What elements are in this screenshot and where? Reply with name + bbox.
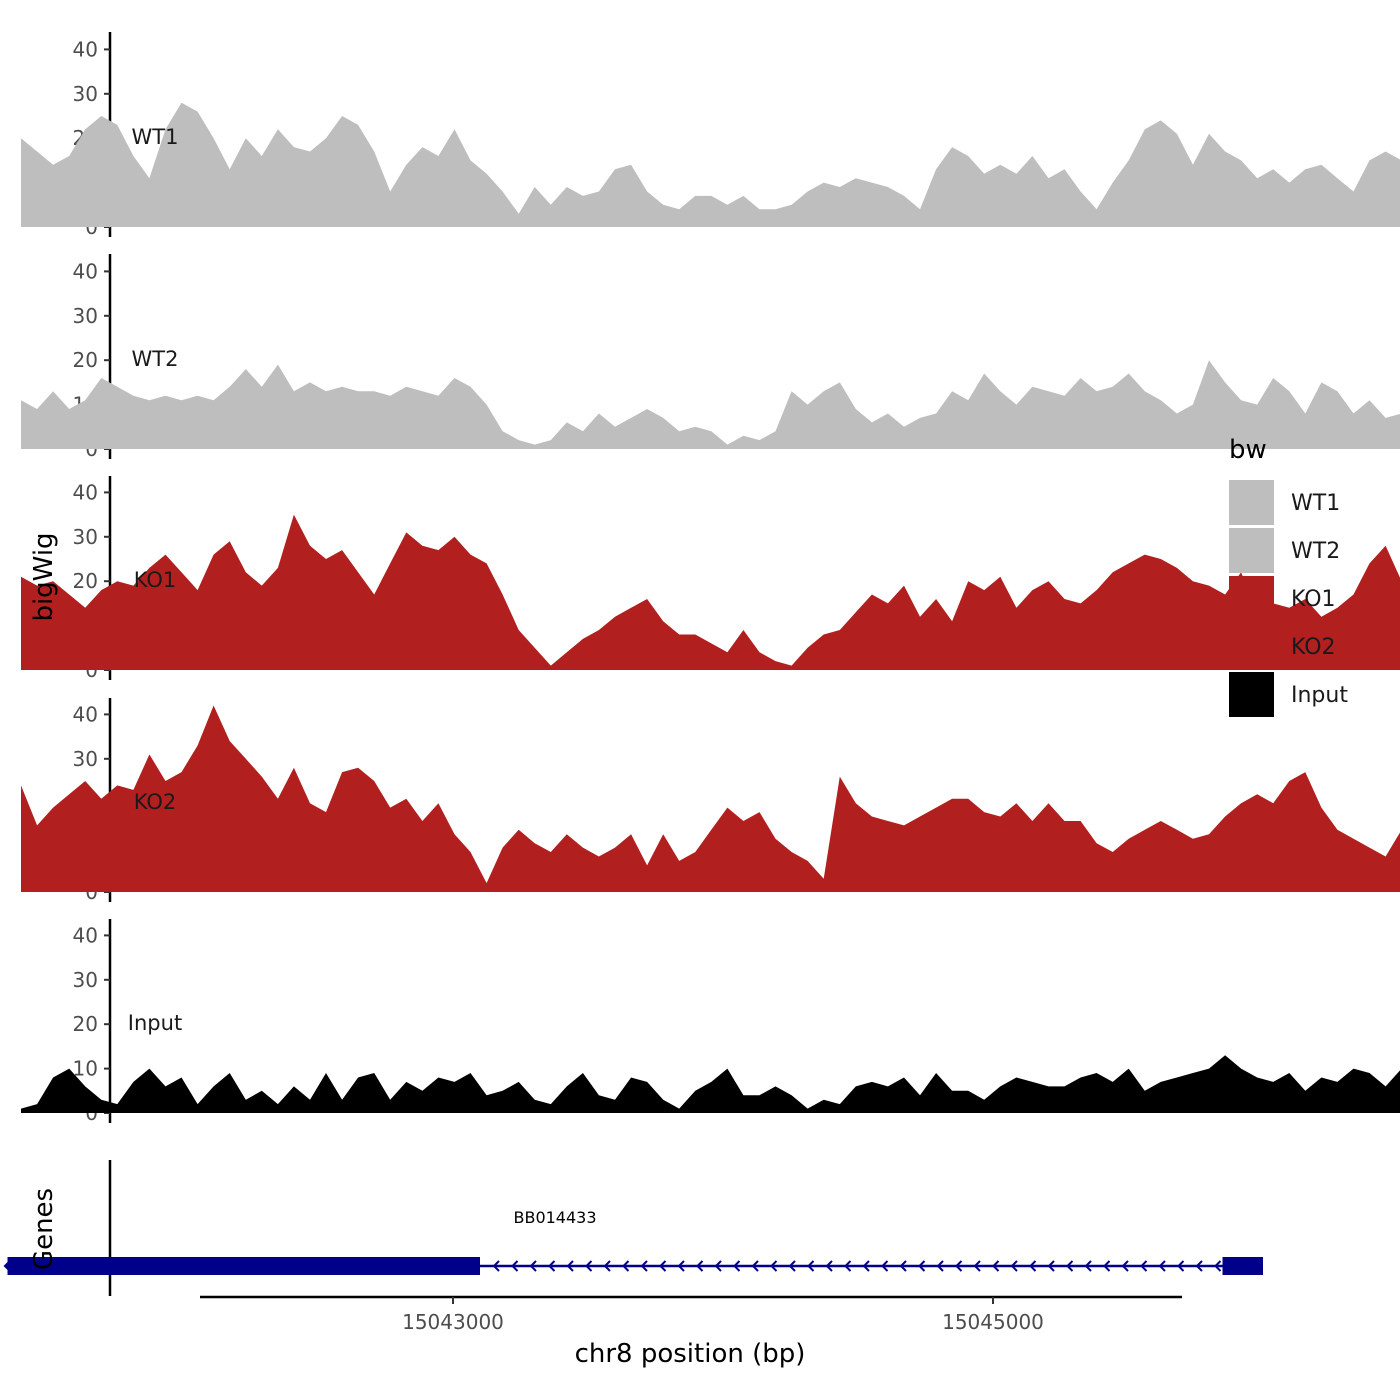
strand-arrow xyxy=(973,1260,981,1272)
y-tick-label: 30 xyxy=(73,525,98,549)
legend-label-wt2: WT2 xyxy=(1291,539,1340,564)
strand-arrow xyxy=(640,1260,648,1272)
y-tick-label: 40 xyxy=(73,480,98,504)
y-tick-label: 20 xyxy=(73,569,98,593)
legend: bw WT1 WT2 KO1 KO2 Input xyxy=(1229,435,1348,717)
strand-arrow xyxy=(751,1260,759,1272)
x-tick-label: 15043000 xyxy=(402,1310,504,1334)
y-tick-label: 30 xyxy=(73,82,98,106)
strand-arrow xyxy=(1103,1260,1111,1272)
legend-label-input: Input xyxy=(1291,683,1348,708)
track-ko1: 010203040KO1 xyxy=(21,476,1400,682)
area-input xyxy=(21,1055,1400,1113)
legend-swatch-wt1 xyxy=(1229,480,1274,525)
y-tick-label: 10 xyxy=(73,1057,98,1081)
track-label-wt2: WT2 xyxy=(132,347,179,371)
strand-arrow xyxy=(770,1260,778,1272)
strand-arrow xyxy=(844,1260,852,1272)
strand-arrow xyxy=(807,1260,815,1272)
legend-swatch-wt2 xyxy=(1229,528,1274,573)
track-label-input: Input xyxy=(128,1011,182,1035)
strand-arrow xyxy=(1121,1260,1129,1272)
strand-arrow xyxy=(1158,1260,1166,1272)
y-tick-label: 30 xyxy=(73,747,98,771)
track-label-ko1: KO1 xyxy=(134,568,177,592)
area-wt1 xyxy=(21,102,1400,227)
strand-arrow xyxy=(566,1260,574,1272)
strand-arrow xyxy=(1177,1260,1185,1272)
strand-arrow xyxy=(585,1260,593,1272)
legend-label-wt1: WT1 xyxy=(1291,491,1340,516)
strand-arrow xyxy=(788,1260,796,1272)
legend-swatch-input xyxy=(1229,672,1274,717)
strand-arrow xyxy=(492,1260,500,1272)
y-tick-label: 40 xyxy=(73,259,98,283)
strand-arrow xyxy=(529,1260,537,1272)
strand-arrow xyxy=(955,1260,963,1272)
track-input: 010203040Input xyxy=(21,919,1400,1125)
strand-arrow xyxy=(992,1260,1000,1272)
y-axis-title: bigWig xyxy=(29,532,59,621)
signal-tracks: 010203040WT1010203040WT2010203040KO10102… xyxy=(21,32,1400,1125)
strand-arrow xyxy=(918,1260,926,1272)
legend-label-ko2: KO2 xyxy=(1291,635,1336,660)
gene-exon xyxy=(7,1257,345,1275)
y-tick-label: 20 xyxy=(73,1012,98,1036)
strand-arrow xyxy=(696,1260,704,1272)
strand-arrow xyxy=(677,1260,685,1272)
gene-exon xyxy=(345,1257,480,1275)
strand-arrow xyxy=(511,1260,519,1272)
area-ko1 xyxy=(21,514,1400,670)
track-label-wt1: WT1 xyxy=(132,125,179,149)
strand-arrow xyxy=(881,1260,889,1272)
strand-arrow xyxy=(862,1260,870,1272)
strand-arrow xyxy=(548,1260,556,1272)
legend-title: bw xyxy=(1229,435,1267,465)
y-tick-label: 40 xyxy=(73,923,98,947)
strand-arrow xyxy=(825,1260,833,1272)
gene-name-label: BB014433 xyxy=(513,1208,596,1227)
strand-arrow xyxy=(1140,1260,1148,1272)
track-wt2: 010203040WT2 xyxy=(21,254,1400,461)
x-tick-label: 15045000 xyxy=(942,1310,1044,1334)
strand-arrow xyxy=(1010,1260,1018,1272)
legend-swatch-ko1 xyxy=(1229,576,1274,621)
area-ko2 xyxy=(21,705,1400,892)
y-tick-label: 20 xyxy=(73,348,98,372)
strand-arrow xyxy=(659,1260,667,1272)
y-tick-label: 40 xyxy=(73,702,98,726)
strand-arrow xyxy=(1084,1260,1092,1272)
strand-arrow xyxy=(714,1260,722,1272)
gene-track: BB014433 xyxy=(3,1160,1263,1296)
strand-arrow xyxy=(733,1260,741,1272)
legend-swatch-ko2 xyxy=(1229,624,1274,669)
strand-arrow xyxy=(1066,1260,1074,1272)
strand-arrow xyxy=(936,1260,944,1272)
gene-start-arrow xyxy=(3,1260,10,1272)
strand-arrow xyxy=(1029,1260,1037,1272)
track-wt1: 010203040WT1 xyxy=(21,32,1400,239)
strand-arrow xyxy=(603,1260,611,1272)
y-tick-label: 30 xyxy=(73,968,98,992)
strand-arrow xyxy=(1047,1260,1055,1272)
x-axis-title: chr8 position (bp) xyxy=(575,1339,806,1369)
genes-axis-title: Genes xyxy=(29,1188,59,1270)
strand-arrow xyxy=(899,1260,907,1272)
x-axis: 150430001504500015047000 xyxy=(200,1295,1182,1334)
track-label-ko2: KO2 xyxy=(134,790,177,814)
strand-arrow xyxy=(1195,1260,1203,1272)
strand-arrow xyxy=(622,1260,630,1272)
area-wt2 xyxy=(21,360,1400,449)
strand-arrow xyxy=(1214,1260,1222,1272)
y-tick-label: 40 xyxy=(73,37,98,61)
track-ko2: 010203040KO2 xyxy=(21,698,1400,904)
gene-exon xyxy=(1222,1257,1263,1275)
y-tick-label: 30 xyxy=(73,304,98,328)
legend-label-ko1: KO1 xyxy=(1291,587,1336,612)
